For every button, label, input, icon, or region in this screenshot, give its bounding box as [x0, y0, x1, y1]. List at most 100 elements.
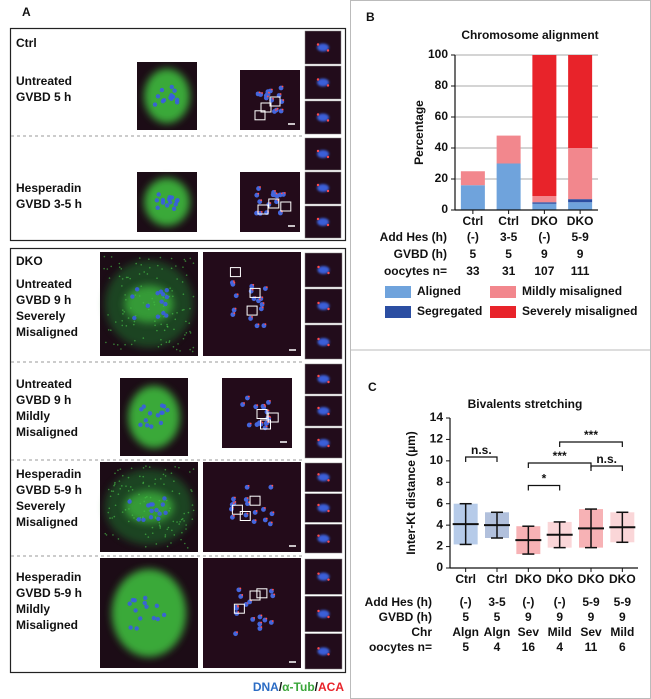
status-label: Severely [16, 499, 66, 513]
tubulin-dot [131, 488, 134, 491]
kinetochore-dot [276, 107, 279, 110]
tubulin-dot [173, 480, 175, 483]
kinetochore-dot [265, 286, 268, 289]
table-cell: 3-5 [488, 595, 506, 609]
kinetochore-dot [236, 631, 238, 634]
kinetochore-dot [261, 92, 264, 94]
dna-dot [173, 202, 178, 207]
tubulin-dot [164, 475, 167, 477]
kinetochore-dot [264, 323, 267, 326]
dna-dot [133, 608, 138, 613]
tubulin-dot [117, 493, 120, 495]
table-cell: 107 [534, 264, 554, 278]
inset-kt [327, 271, 330, 275]
tubulin-dot [148, 466, 151, 468]
y-tick-label: 20 [435, 171, 449, 185]
dna-dot [160, 197, 166, 203]
dna-dot [144, 423, 150, 428]
x-tick-label: Ctrl [463, 214, 484, 228]
micrograph [203, 558, 301, 668]
tubulin-dot [188, 322, 191, 324]
x-tick-label: DKO [567, 214, 594, 228]
kinetochore-dot [259, 298, 261, 301]
tubulin-dot [103, 255, 106, 258]
table-cell: 5 [505, 247, 512, 261]
tubulin-dot [148, 258, 150, 260]
dna-dot [175, 197, 180, 203]
tubulin-dot [127, 317, 130, 319]
tubulin-dot [177, 343, 179, 345]
bar-segment [496, 135, 521, 164]
table-row-label: Add Hes (h) [380, 230, 447, 244]
table-cell: 4 [556, 640, 563, 654]
legend-label: Mildly misaligned [522, 284, 622, 298]
inset-kt [317, 301, 320, 305]
inset-kt [327, 653, 330, 656]
bar-segment [532, 203, 557, 210]
tubulin-dot [113, 483, 116, 485]
tubulin-dot [166, 545, 169, 548]
micrograph [203, 462, 301, 552]
inset-dna [317, 504, 330, 512]
dna-dot [143, 418, 149, 423]
y-tick-label: 6 [436, 496, 443, 510]
table-cell: 9 [619, 610, 626, 624]
condition-label: GVBD 9 h [16, 393, 71, 407]
spindle [104, 465, 195, 549]
tubulin-dot [120, 268, 123, 270]
inset-dna [317, 43, 329, 52]
tubulin-dot [107, 488, 110, 491]
table-cell: 16 [522, 640, 536, 654]
inset-kt [316, 149, 320, 153]
kinetochore-dot [248, 395, 250, 398]
roi-box [239, 511, 251, 521]
tubulin-dot [121, 485, 123, 487]
tubulin-dot [160, 343, 163, 346]
kinetochore-dot [232, 514, 235, 517]
kinetochore-dot [260, 626, 263, 628]
tubulin-dot [192, 262, 195, 265]
tubulin-dot [127, 476, 130, 479]
tubulin-dot [110, 265, 113, 268]
table-cell: (-) [538, 230, 550, 244]
tubulin-dot [119, 468, 122, 470]
tubulin-dot [170, 472, 173, 475]
significance-bracket [527, 484, 561, 491]
tubulin-dot [114, 504, 117, 507]
tubulin-dot [118, 266, 121, 269]
tubulin-dot [170, 257, 173, 260]
tubulin-dot [185, 332, 188, 334]
dna-dot [164, 287, 170, 293]
tubulin-dot [189, 307, 191, 310]
tubulin-dot [118, 275, 121, 278]
tubulin-dot [121, 474, 124, 477]
table-cell: Algn [452, 625, 479, 639]
dna-dot [150, 502, 155, 507]
kinetochore-dot [273, 593, 276, 596]
tubulin-dot [181, 531, 183, 534]
y-tick-label: 12 [430, 432, 444, 446]
dna-dot [141, 517, 146, 522]
kinetochore-dot [271, 88, 273, 91]
tubulin-dot [182, 293, 185, 296]
x-tick-label: DKO [578, 572, 605, 586]
inset-kt [326, 49, 330, 52]
tubulin-dot [122, 313, 124, 315]
dna-dot [159, 299, 164, 304]
dna-dot [146, 503, 151, 508]
kinetochore-dot [237, 605, 239, 608]
tubulin-dot [113, 484, 115, 487]
table-cell: 6 [619, 640, 626, 654]
dna-dot [162, 496, 167, 501]
tubulin-dot [190, 489, 192, 491]
tubulin-dot [179, 350, 181, 352]
kinetochore-dot [261, 421, 264, 424]
tubulin-dot [143, 271, 146, 273]
roi-box [229, 267, 241, 278]
table-cell: Mild [610, 625, 634, 639]
dna-dot [147, 411, 153, 416]
tubulin-dot [154, 478, 157, 481]
roi-box [280, 201, 292, 212]
kinetochore-dot [261, 296, 264, 299]
kinetochore-dot [281, 108, 284, 111]
